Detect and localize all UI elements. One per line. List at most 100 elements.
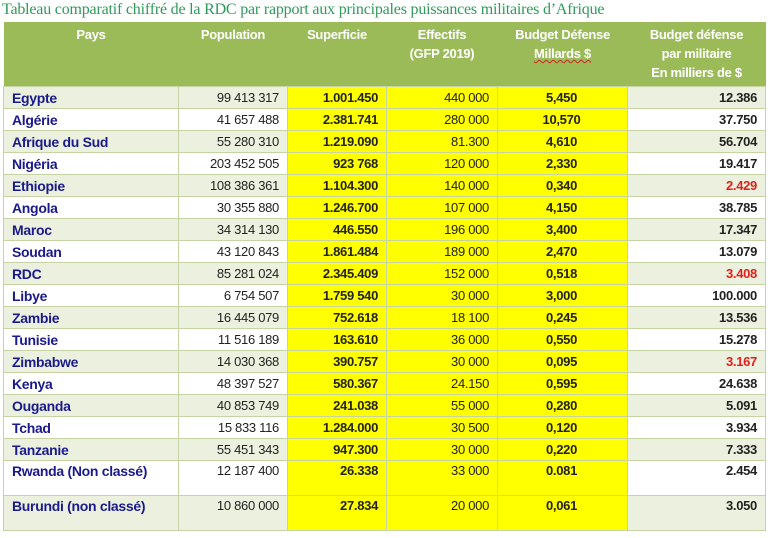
cell-budget-par-militaire: 37.750 xyxy=(627,108,766,131)
cell-population: 16 445 079 xyxy=(178,306,288,329)
table-row: Kenya 48 397 527 580.367 24.150 0,595 24.638 xyxy=(3,372,766,395)
table-row: Afrique du Sud 55 280 310 1.219.090 81.300 4… xyxy=(3,130,766,153)
cell-superficie: 1.001.450 xyxy=(287,86,387,109)
cell-budget: 4,610 xyxy=(497,130,628,153)
cell-budget: 0,550 xyxy=(497,328,628,351)
cell-budget-par-militaire: 2.454 xyxy=(627,460,766,496)
cell-budget-par-militaire: 13.536 xyxy=(627,306,766,329)
table-row: Maroc 34 314 130 446.550 196 000 3,400 17.347 xyxy=(3,218,766,241)
header-label: (GFP 2019) xyxy=(409,46,475,61)
cell-effectifs: 152 000 xyxy=(386,262,498,285)
cell-population: 15 833 116 xyxy=(178,416,288,439)
header-label: Population xyxy=(200,27,266,42)
cell-effectifs: 280 000 xyxy=(386,108,498,131)
cell-budget: 0,120 xyxy=(497,416,628,439)
cell-population: 40 853 749 xyxy=(178,394,288,417)
cell-population: 34 314 130 xyxy=(178,218,288,241)
table-row: Zimbabwe 14 030 368 390.757 30 000 0,095 3.16… xyxy=(3,350,766,373)
table-row: Angola 30 355 880 1.246.700 107 000 4,150 38.… xyxy=(3,196,766,219)
table-row: Soudan 43 120 843 1.861.484 189 000 2,470 13.… xyxy=(3,240,766,263)
cell-pays: Egypte xyxy=(3,86,179,109)
cell-budget: 0.081 xyxy=(497,460,628,496)
cell-pays: Afrique du Sud xyxy=(3,130,179,153)
cell-superficie: 2.381.741 xyxy=(287,108,387,131)
cell-pays: Soudan xyxy=(3,240,179,263)
header-pays: Pays xyxy=(3,22,179,87)
cell-superficie: 1.219.090 xyxy=(287,130,387,153)
cell-budget-par-militaire: 38.785 xyxy=(627,196,766,219)
cell-population: 55 280 310 xyxy=(178,130,288,153)
cell-superficie: 1.246.700 xyxy=(287,196,387,219)
header-superficie: Superficie xyxy=(287,22,387,87)
cell-population: 12 187 400 xyxy=(178,460,288,496)
cell-effectifs: 36 000 xyxy=(386,328,498,351)
header-label: par militaire xyxy=(661,46,732,61)
cell-budget-par-militaire: 17.347 xyxy=(627,218,766,241)
table-row: Algérie 41 657 488 2.381.741 280 000 10,570 3… xyxy=(3,108,766,131)
header-budget-par-militaire: Budget défense par militaire En milliers d… xyxy=(627,22,766,87)
cell-population: 11 516 189 xyxy=(178,328,288,351)
header-label: Millards $ xyxy=(534,46,591,61)
cell-budget: 5,450 xyxy=(497,86,628,109)
cell-superficie: 446.550 xyxy=(287,218,387,241)
cell-pays: Tunisie xyxy=(3,328,179,351)
cell-pays: Kenya xyxy=(3,372,179,395)
cell-effectifs: 30 000 xyxy=(386,350,498,373)
cell-budget-par-militaire: 7.333 xyxy=(627,438,766,461)
cell-pays: Algérie xyxy=(3,108,179,131)
cell-budget-par-militaire: 3.408 xyxy=(627,262,766,285)
cell-budget: 10,570 xyxy=(497,108,628,131)
cell-effectifs: 189 000 xyxy=(386,240,498,263)
cell-effectifs: 30 000 xyxy=(386,438,498,461)
cell-budget: 0,061 xyxy=(497,495,628,531)
cell-budget-par-militaire: 13.079 xyxy=(627,240,766,263)
cell-effectifs: 440 000 xyxy=(386,86,498,109)
cell-budget-par-militaire: 15.278 xyxy=(627,328,766,351)
cell-budget: 0,095 xyxy=(497,350,628,373)
cell-population: 48 397 527 xyxy=(178,372,288,395)
cell-pays: Maroc xyxy=(3,218,179,241)
cell-budget-par-militaire: 19.417 xyxy=(627,152,766,175)
header-label: Budget défense xyxy=(649,27,744,42)
cell-budget-par-militaire: 12.386 xyxy=(627,86,766,109)
cell-superficie: 1.861.484 xyxy=(287,240,387,263)
table-row: Ethiopie 108 386 361 1.104.300 140 000 0,340… xyxy=(3,174,766,197)
header-label: Budget Défense xyxy=(515,27,610,42)
cell-budget-par-militaire: 5.091 xyxy=(627,394,766,417)
cell-pays: Zimbabwe xyxy=(3,350,179,373)
cell-population: 30 355 880 xyxy=(178,196,288,219)
table-row: Burundi (non classé) 10 860 000 27.834 20 0… xyxy=(3,495,766,531)
cell-pays: Tanzanie xyxy=(3,438,179,461)
cell-budget: 2,470 xyxy=(497,240,628,263)
cell-superficie: 390.757 xyxy=(287,350,387,373)
cell-budget: 0,220 xyxy=(497,438,628,461)
cell-effectifs: 30 500 xyxy=(386,416,498,439)
cell-budget-par-militaire: 3.167 xyxy=(627,350,766,373)
header-effectifs: Effectifs (GFP 2019) xyxy=(386,22,498,87)
cell-budget: 0,518 xyxy=(497,262,628,285)
cell-pays: Ouganda xyxy=(3,394,179,417)
cell-population: 6 754 507 xyxy=(178,284,288,307)
table-row: Zambie 16 445 079 752.618 18 100 0,245 13.536 xyxy=(3,306,766,329)
cell-effectifs: 55 000 xyxy=(386,394,498,417)
cell-budget: 0,340 xyxy=(497,174,628,197)
cell-superficie: 26.338 xyxy=(287,460,387,496)
cell-pays: RDC xyxy=(3,262,179,285)
table-row: Tanzanie 55 451 343 947.300 30 000 0,220 7.33… xyxy=(3,438,766,461)
cell-superficie: 947.300 xyxy=(287,438,387,461)
cell-superficie: 241.038 xyxy=(287,394,387,417)
cell-superficie: 1.284.000 xyxy=(287,416,387,439)
cell-effectifs: 140 000 xyxy=(386,174,498,197)
table-row: Rwanda (Non classé) 12 187 400 26.338 33 00… xyxy=(3,460,766,496)
cell-budget: 3,400 xyxy=(497,218,628,241)
cell-pays: Tchad xyxy=(3,416,179,439)
cell-budget: 0,595 xyxy=(497,372,628,395)
cell-effectifs: 81.300 xyxy=(386,130,498,153)
cell-population: 41 657 488 xyxy=(178,108,288,131)
comparison-table: Pays Population Superficie Effectifs (GFP… xyxy=(3,22,766,531)
cell-budget-par-militaire: 3.934 xyxy=(627,416,766,439)
cell-pays: Rwanda (Non classé) xyxy=(3,460,179,496)
cell-population: 55 451 343 xyxy=(178,438,288,461)
cell-superficie: 1.104.300 xyxy=(287,174,387,197)
cell-pays: Zambie xyxy=(3,306,179,329)
